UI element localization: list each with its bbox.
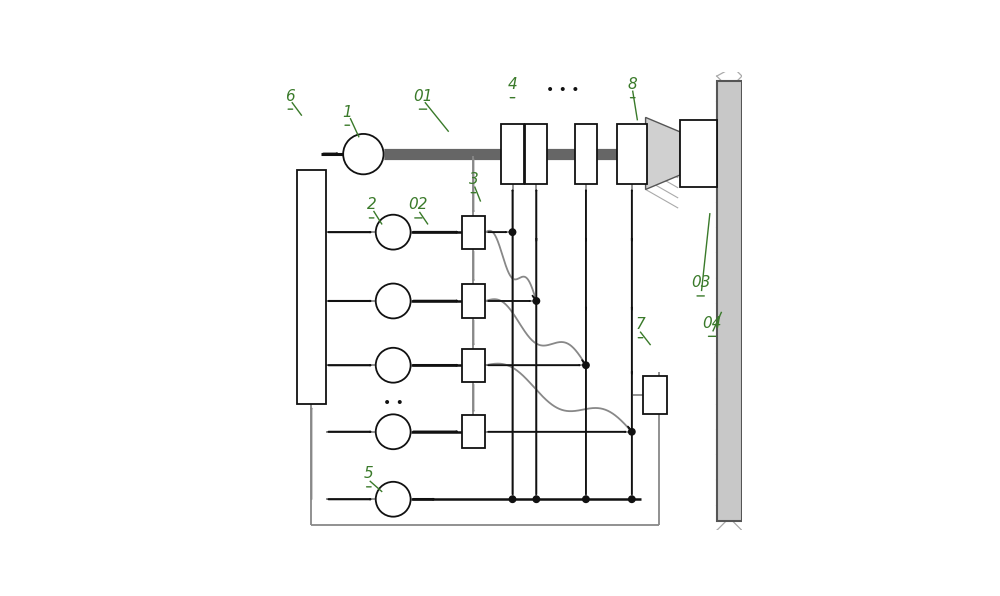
Circle shape [533,298,540,304]
FancyBboxPatch shape [462,216,485,249]
Text: 1: 1 [342,105,352,120]
Circle shape [583,496,589,502]
Circle shape [376,284,411,318]
FancyBboxPatch shape [575,125,597,184]
Text: 04: 04 [702,316,722,331]
Circle shape [629,429,635,435]
FancyBboxPatch shape [501,125,524,184]
FancyBboxPatch shape [462,415,485,448]
Circle shape [376,414,411,449]
Circle shape [509,496,516,502]
Polygon shape [646,117,680,190]
Text: 3: 3 [469,172,478,187]
Circle shape [629,496,635,502]
Text: 7: 7 [636,317,645,332]
Circle shape [509,229,516,235]
Text: 4: 4 [508,77,517,92]
Text: 01: 01 [413,89,433,104]
FancyBboxPatch shape [680,120,717,187]
Text: 02: 02 [409,197,428,212]
Polygon shape [717,80,742,522]
Text: 8: 8 [628,77,638,92]
Text: 5: 5 [364,466,374,482]
Text: • •: • • [383,396,404,410]
FancyBboxPatch shape [462,284,485,318]
FancyBboxPatch shape [617,125,647,184]
Circle shape [533,496,540,502]
Text: 2: 2 [367,197,376,212]
Circle shape [376,348,411,383]
FancyBboxPatch shape [525,125,547,184]
FancyBboxPatch shape [297,170,326,404]
Circle shape [343,134,384,174]
FancyBboxPatch shape [643,376,667,414]
Text: 6: 6 [286,89,295,104]
Circle shape [583,362,589,368]
FancyBboxPatch shape [462,349,485,382]
Text: • • •: • • • [546,83,580,97]
Circle shape [376,215,411,250]
Circle shape [376,482,411,517]
Text: 03: 03 [691,275,710,290]
